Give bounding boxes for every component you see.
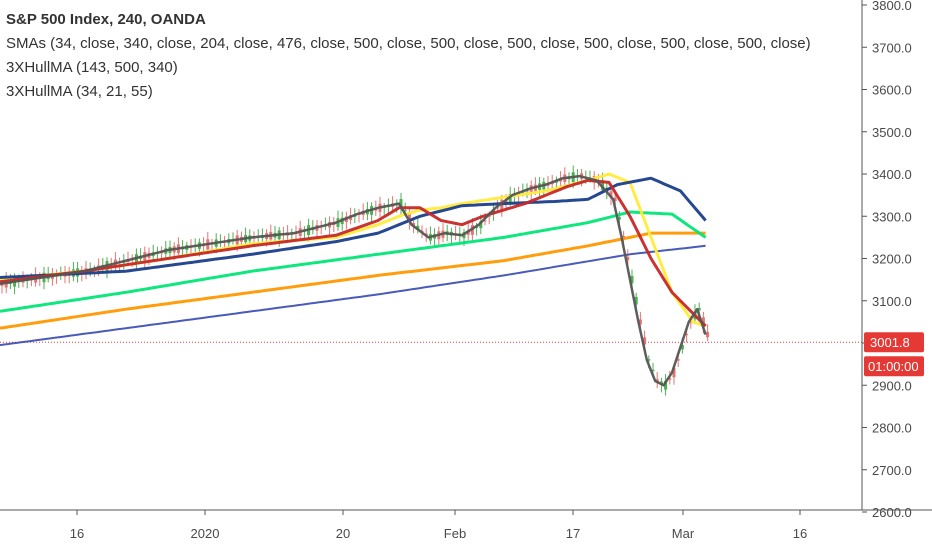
series-line-sma204 bbox=[0, 210, 707, 313]
candle-body bbox=[689, 321, 693, 323]
candle-body bbox=[706, 331, 710, 338]
candle-body bbox=[647, 359, 651, 361]
candle-body bbox=[630, 276, 634, 284]
hull-indicator-1-label[interactable]: 3XHullMA (143, 500, 340) bbox=[6, 59, 178, 76]
candle-body bbox=[638, 319, 642, 325]
y-tick-label: 2900.0 bbox=[872, 378, 912, 393]
candle-body bbox=[407, 213, 411, 223]
candle-body bbox=[634, 296, 638, 305]
x-tick-label: 17 bbox=[566, 526, 580, 541]
sma-indicator-label[interactable]: SMAs (34, close, 340, close, 204, close,… bbox=[6, 35, 811, 52]
candle-body bbox=[399, 199, 403, 209]
x-tick-label: 20 bbox=[336, 526, 350, 541]
candle-body bbox=[483, 220, 487, 222]
series-line-sma340 bbox=[0, 231, 706, 330]
candle-body bbox=[668, 378, 672, 380]
x-tick-label: 16 bbox=[70, 526, 84, 541]
candlesticks bbox=[0, 165, 710, 396]
y-tick-label: 2600.0 bbox=[872, 505, 912, 520]
candle-body bbox=[617, 217, 621, 220]
candle-body bbox=[479, 221, 483, 229]
candle-body bbox=[626, 256, 630, 261]
candle-body bbox=[487, 215, 491, 217]
y-tick-label: 3100.0 bbox=[872, 294, 912, 309]
candle-body bbox=[496, 207, 500, 209]
candle-body bbox=[643, 337, 647, 345]
y-tick-label: 3200.0 bbox=[872, 252, 912, 267]
series-line-hull_mid bbox=[0, 172, 707, 328]
y-tick-label: 3300.0 bbox=[872, 209, 912, 224]
x-tick-label: Feb bbox=[444, 526, 466, 541]
series-line-hull_slow bbox=[0, 176, 707, 279]
countdown-text: 01:00:00 bbox=[868, 359, 919, 374]
x-tick-label: Mar bbox=[672, 526, 695, 541]
series-line-hull_fast bbox=[0, 174, 707, 387]
candle-body bbox=[672, 367, 676, 378]
candle-body bbox=[601, 180, 605, 190]
hull-indicator-2-label[interactable]: 3XHullMA (34, 21, 55) bbox=[6, 83, 153, 100]
candle-body bbox=[685, 333, 689, 336]
candle-body bbox=[676, 359, 680, 361]
series-line-sma34 bbox=[0, 178, 707, 328]
countdown-badge bbox=[864, 356, 924, 377]
candle-body bbox=[680, 345, 684, 350]
indicator-lines bbox=[0, 172, 707, 387]
candle-body bbox=[613, 197, 617, 202]
y-tick-label: 2800.0 bbox=[872, 421, 912, 436]
y-tick-label: 3700.0 bbox=[872, 40, 912, 55]
y-tick-label: 3600.0 bbox=[872, 83, 912, 98]
candle-body bbox=[651, 369, 655, 372]
candle-body bbox=[609, 191, 613, 198]
candle-body bbox=[664, 380, 668, 390]
last-price-text: 3001.8 bbox=[870, 335, 910, 350]
series-line-sma476 bbox=[0, 244, 706, 347]
y-tick-label: 3400.0 bbox=[872, 167, 912, 182]
chart-legend: S&P 500 Index, 240, OANDA SMAs (34, clos… bbox=[6, 8, 811, 104]
x-tick-label: 2020 bbox=[191, 526, 220, 541]
last-price-badge bbox=[864, 332, 924, 353]
symbol-title[interactable]: S&P 500 Index, 240, OANDA bbox=[6, 11, 206, 28]
y-tick-label: 2700.0 bbox=[872, 463, 912, 478]
x-tick-label: 16 bbox=[793, 526, 807, 541]
candle-body bbox=[697, 307, 701, 311]
y-tick-label: 3500.0 bbox=[872, 125, 912, 140]
y-tick-label: 3800.0 bbox=[872, 0, 912, 13]
candle-body bbox=[403, 210, 407, 212]
price-badges: 3001.8 01:00:00 bbox=[864, 332, 924, 377]
